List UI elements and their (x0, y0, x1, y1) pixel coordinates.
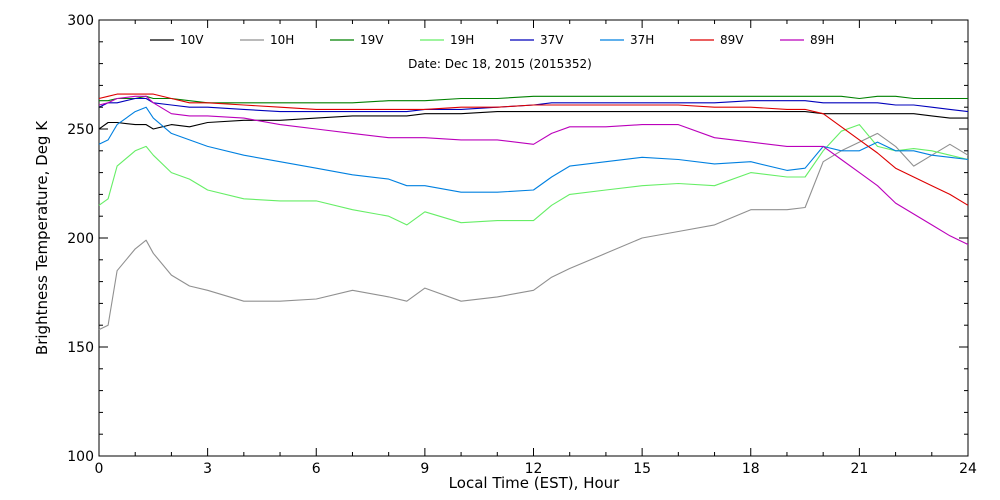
y-axis-title: Brightness Temperature, Deg K (33, 120, 51, 355)
series-line-89v (98, 93, 969, 206)
y-tick-label: 150 (67, 340, 94, 356)
series-line-10v (98, 111, 968, 130)
series-line-19v (99, 95, 968, 104)
legend-label-10v: 10V (180, 33, 204, 47)
x-tick-label: 24 (959, 461, 977, 477)
legend-label-19h: 19H (450, 33, 474, 47)
series-lines (98, 93, 969, 331)
plot-frame (98, 19, 969, 457)
legend: 10V 10H 19V 19H 37V 37H 89V 89H (150, 33, 834, 47)
x-axis-title: Local Time (EST), Hour (449, 474, 620, 492)
x-tick-label: 21 (850, 461, 868, 477)
x-ticks: 0 3 6 9 12 15 18 21 24 (95, 20, 977, 477)
series-line-10h (98, 132, 969, 331)
legend-label-37v: 37V (540, 33, 564, 47)
legend-label-10h: 10H (270, 33, 294, 47)
x-tick-label: 18 (742, 461, 760, 477)
legend-label-89h: 89H (810, 33, 834, 47)
y-tick-label: 200 (67, 231, 94, 247)
legend-label-89v: 89V (720, 33, 744, 47)
series-line-37h (98, 106, 969, 193)
x-tick-label: 12 (525, 461, 543, 477)
x-tick-label: 0 (95, 461, 104, 477)
series-line-19h (98, 124, 969, 226)
x-tick-label: 6 (312, 461, 321, 477)
y-tick-label: 100 (67, 449, 94, 465)
legend-label-19v: 19V (360, 33, 384, 47)
y-tick-label: 300 (67, 13, 94, 29)
x-tick-label: 3 (203, 461, 212, 477)
x-tick-label: 15 (633, 461, 651, 477)
date-annotation: Date: Dec 18, 2015 (2015352) (408, 57, 592, 71)
series-line-89h (98, 95, 969, 245)
legend-label-37h: 37H (630, 33, 654, 47)
y-ticks: 100 150 200 250 300 (67, 13, 968, 465)
x-tick-label: 9 (420, 461, 429, 477)
y-tick-label: 250 (67, 122, 94, 138)
